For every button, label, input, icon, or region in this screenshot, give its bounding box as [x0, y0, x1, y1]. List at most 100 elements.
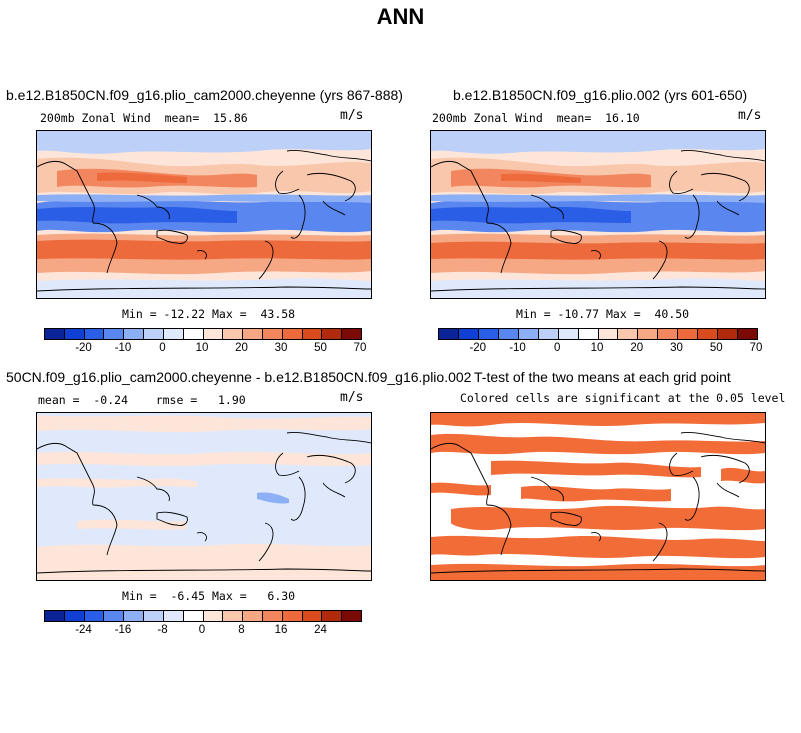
panel3-colorbar: [44, 610, 362, 622]
colorbar-tick-label: 70: [353, 342, 367, 354]
significant-cells: [431, 413, 765, 580]
colorbar-swatch: [282, 329, 303, 339]
colorbar-tick-label: 30: [670, 342, 683, 354]
colorbar-swatch: [342, 611, 361, 621]
diff-negative-core: [257, 492, 289, 504]
colorbar-swatch: [578, 329, 599, 339]
band-jet-south: [431, 241, 765, 260]
band-tropical-core: [37, 207, 237, 224]
colorbar-tick-label: 10: [590, 342, 604, 354]
colorbar-swatch: [144, 329, 164, 339]
panel4-subtitle: Colored cells are significant at the 0.0…: [460, 391, 786, 405]
colorbar-swatch: [262, 329, 283, 339]
panel1-title: b.e12.B1850CN.f09_g16.plio_cam2000.cheye…: [6, 87, 403, 103]
panel3-stats: mean = -0.24 rmse = 1.90: [38, 393, 246, 407]
panel1-minmax: Min = -12.22 Max = 43.58: [122, 307, 296, 321]
colorbar-tick-label: 10: [195, 342, 209, 354]
panel2-units: m/s: [738, 108, 762, 123]
colorbar-swatch: [282, 611, 303, 621]
colorbar-swatch: [163, 611, 184, 621]
panel3-title: 50CN.f09_g16.plio_cam2000.cheyenne - b.e…: [6, 369, 472, 385]
colorbar-tick-label: 24: [314, 624, 327, 636]
colorbar-swatch: [439, 329, 459, 339]
panel3-minmax: Min = -6.45 Max = 6.30: [122, 589, 296, 603]
panel1-mean: 200mb Zonal Wind mean= 15.86: [40, 111, 248, 125]
colorbar-swatch: [203, 329, 224, 339]
colorbar-tick-label: 16: [274, 624, 288, 636]
band-tropical-edge: [431, 194, 765, 203]
band-jet-core-north: [501, 173, 581, 183]
colorbar-swatch: [342, 329, 361, 339]
coastlines: [431, 150, 765, 292]
colorbar-swatch: [698, 329, 719, 339]
diff-positive-south2: [77, 519, 187, 530]
colorbar-tick-label: -10: [509, 342, 526, 354]
colorbar-swatch: [104, 329, 125, 339]
colorbar-swatch: [558, 329, 579, 339]
colorbar-swatch: [243, 329, 263, 339]
colorbar-swatch: [618, 329, 639, 339]
colorbar-tick-label: 70: [749, 342, 763, 354]
band-polar-north: [37, 131, 371, 154]
colorbar-swatch: [183, 329, 204, 339]
colorbar-swatch: [144, 611, 164, 621]
colorbar-tick-label: -20: [75, 342, 92, 354]
band-jet-core-north: [97, 172, 187, 183]
colorbar-tick-label: 0: [554, 342, 561, 354]
coastlines: [37, 432, 371, 574]
colorbar-swatch: [45, 611, 65, 621]
colorbar-swatch: [538, 329, 559, 339]
coastlines: [431, 432, 765, 574]
colorbar-swatch: [518, 329, 539, 339]
colorbar-swatch: [718, 329, 739, 339]
diff-positive-midlat: [37, 451, 371, 467]
panel4-map: [430, 412, 766, 581]
panel1-map: [36, 130, 372, 299]
colorbar-swatch: [243, 611, 263, 621]
colorbar-swatch: [104, 611, 125, 621]
colorbar-swatch: [478, 329, 499, 339]
colorbar-swatch: [124, 611, 145, 621]
colorbar-swatch: [124, 329, 145, 339]
panel2-colorbar: [438, 328, 758, 340]
colorbar-tick-label: -16: [114, 624, 132, 636]
colorbar-swatch: [64, 329, 85, 339]
colorbar-tick-label: 0: [198, 624, 206, 636]
colorbar-swatch: [223, 329, 244, 339]
colorbar-tick-label: 50: [709, 342, 723, 354]
panel2-title: b.e12.B1850CN.f09_g16.plio.002 (yrs 601-…: [453, 87, 748, 103]
colorbar-swatch: [183, 611, 204, 621]
colorbar-swatch: [498, 329, 519, 339]
diff-positive-tropics: [37, 478, 197, 488]
panel3-map: [36, 412, 372, 581]
diff-positive-south: [37, 543, 371, 580]
colorbar-tick-label: 20: [235, 342, 248, 354]
colorbar-tick-label: -8: [157, 624, 168, 636]
colorbar-swatch: [658, 329, 679, 339]
colorbar-swatch: [322, 611, 343, 621]
colorbar-swatch: [64, 611, 85, 621]
colorbar-swatch: [738, 329, 757, 339]
coastlines: [37, 150, 371, 292]
colorbar-tick-label: 0: [159, 342, 166, 354]
colorbar-tick-label: 50: [314, 342, 327, 354]
band-polar-north: [431, 131, 765, 154]
colorbar-tick-label: -24: [75, 624, 92, 636]
colorbar-swatch: [638, 329, 659, 339]
diff-positive-north: [37, 415, 371, 433]
colorbar-tick-label: -10: [114, 342, 132, 354]
colorbar-swatch: [203, 611, 224, 621]
colorbar-swatch: [598, 329, 619, 339]
colorbar-swatch: [262, 611, 283, 621]
colorbar-swatch: [45, 329, 65, 339]
colorbar-tick-label: 8: [238, 624, 245, 636]
band-tropical-edge: [37, 194, 371, 203]
page-title: ANN: [376, 4, 425, 29]
band-jet-south: [37, 239, 371, 260]
panel2-map: [430, 130, 766, 299]
colorbar-swatch: [84, 329, 105, 339]
colorbar-swatch: [458, 329, 479, 339]
colorbar-tick-label: 20: [630, 342, 644, 354]
colorbar-swatch: [163, 329, 184, 339]
colorbar-swatch: [223, 611, 244, 621]
